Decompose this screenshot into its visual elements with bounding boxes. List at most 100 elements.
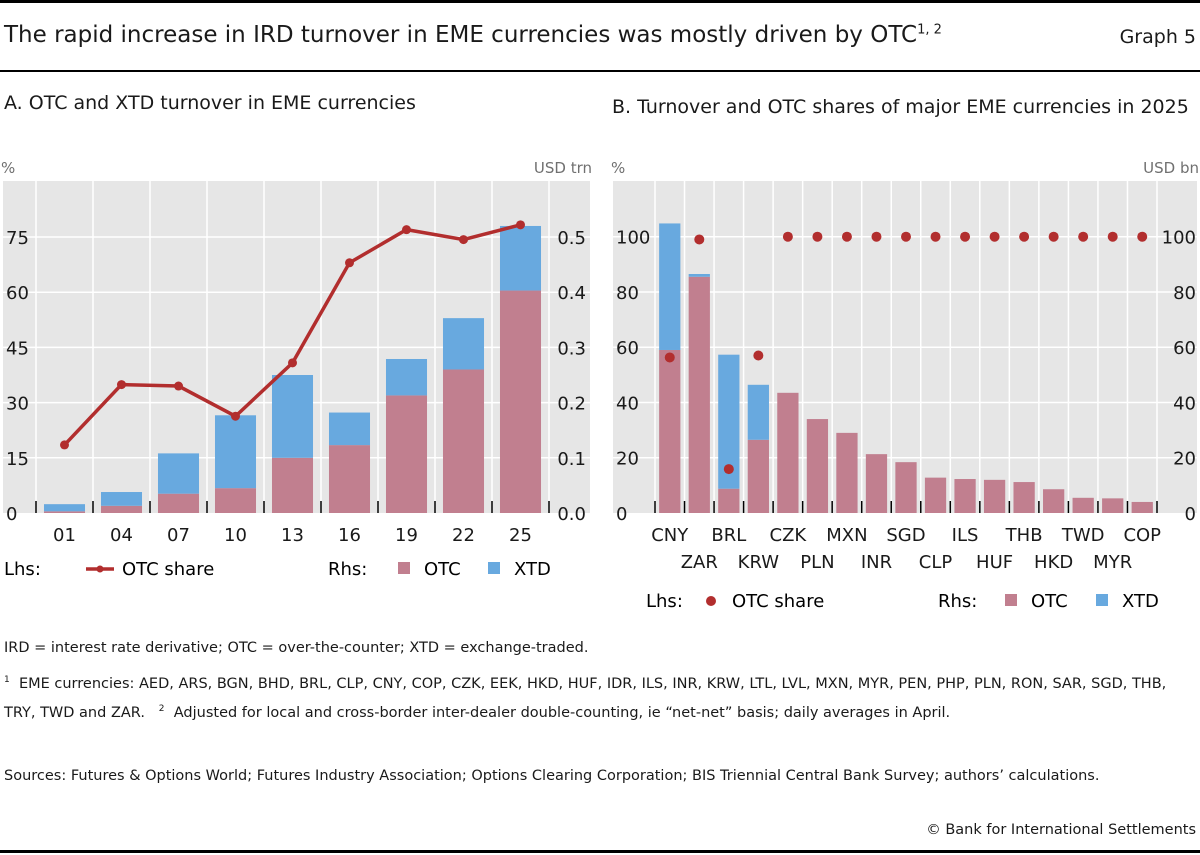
y-left-tick-label: 0 xyxy=(6,504,17,525)
bottom-rule xyxy=(0,850,1200,853)
otc-share-point-CLP xyxy=(930,231,941,242)
y-right-tick-label: 0.2 xyxy=(557,394,586,415)
otc-share-point-ILS xyxy=(960,231,971,242)
legend-otc-label: OTC xyxy=(1031,591,1068,612)
legend-lhs-label: Lhs: xyxy=(4,559,41,580)
y-right-tick-label: 20 xyxy=(1173,449,1196,470)
bar-otc-16 xyxy=(328,445,371,513)
footnote-2: Adjusted for local and cross-border inte… xyxy=(173,704,951,721)
bar-xtd-KRW xyxy=(747,384,769,440)
otc-share-point-TWD xyxy=(1078,231,1089,242)
x-tick-label: PLN xyxy=(800,552,834,573)
otc-share-point-CZK xyxy=(782,231,793,242)
footnote-1-mark: 1 xyxy=(4,675,10,685)
otc-share-point-MXN xyxy=(841,231,852,242)
panel-a-title: A. OTC and XTD turnover in EME currencie… xyxy=(4,92,416,114)
y-left-tick-label: 60 xyxy=(616,338,639,359)
y-left-tick-label: 60 xyxy=(6,283,29,304)
bar-otc-PLN xyxy=(806,419,829,513)
bar-otc-25 xyxy=(499,290,542,513)
y-right-tick-label: 0.4 xyxy=(557,283,586,304)
x-tick-label: THB xyxy=(1005,525,1043,546)
y-left-tick-label: 40 xyxy=(616,393,639,414)
sources-note: Sources: Futures & Options World; Future… xyxy=(4,768,1100,784)
otc-share-point-ZAR xyxy=(694,234,705,245)
bar-xtd-BRL xyxy=(718,354,740,489)
bar-otc-MYR xyxy=(1102,498,1124,513)
otc-share-point-HKD xyxy=(1048,231,1059,242)
legend-rhs-label: Rhs: xyxy=(328,559,367,580)
bar-otc-ZAR xyxy=(688,276,710,513)
bar-xtd-CNY xyxy=(659,223,681,350)
otc-share-point-MYR xyxy=(1107,231,1118,242)
title-rule xyxy=(0,70,1200,72)
bar-xtd-04 xyxy=(100,492,143,506)
y-right-tick-label: 100 xyxy=(1162,228,1196,249)
y-left-tick-label: 0 xyxy=(616,504,627,525)
bar-otc-07 xyxy=(157,493,200,513)
legend-xtd-swatch-icon xyxy=(1096,594,1108,606)
bar-otc-CNY xyxy=(659,349,681,513)
otc-share-point-CNY xyxy=(664,352,675,363)
footnotes: 1 EME currencies: AED, ARS, BGN, BHD, BR… xyxy=(4,668,1196,726)
bar-otc-KRW xyxy=(747,439,769,513)
x-tick-label: KRW xyxy=(738,552,780,573)
x-tick-label: 25 xyxy=(509,525,532,546)
x-tick-label: CLP xyxy=(919,552,953,573)
x-tick-label: 04 xyxy=(110,525,133,546)
bar-otc-HUF xyxy=(983,479,1006,513)
panel-a-chart: 0 0.0 15 0.1 30 0.2 45 0.3 60 0.4 75 0.5% USD trn 01 0… xyxy=(1,159,592,580)
otc-share-point-19 xyxy=(402,225,411,235)
top-rule xyxy=(0,0,1200,3)
otc-share-point-10 xyxy=(231,411,240,421)
bar-xtd-22 xyxy=(442,318,485,370)
legend-otc-share-marker-icon xyxy=(96,565,104,573)
x-tick-label: ILS xyxy=(952,525,979,546)
y-left-tick-label: 15 xyxy=(6,449,29,470)
footnote-2-mark: 2 xyxy=(158,703,165,714)
bar-otc-01 xyxy=(43,511,86,513)
otc-share-point-SGD xyxy=(901,231,911,242)
bar-otc-TWD xyxy=(1072,497,1094,513)
x-tick-label: 07 xyxy=(167,525,190,546)
bar-otc-COP xyxy=(1131,501,1153,513)
otc-share-point-INR xyxy=(871,231,882,242)
otc-share-point-COP xyxy=(1137,231,1148,242)
y-left-tick-label: 20 xyxy=(616,449,639,470)
panel-b-chart: 0 0 20 20 40 40 60 60 80 80 100 100% USD bn CNY ZAR BRL… xyxy=(611,159,1199,612)
otc-share-point-07 xyxy=(174,381,183,391)
legend-otc-share-label: OTC share xyxy=(122,559,214,580)
bar-xtd-13 xyxy=(271,375,314,458)
legend-lhs-label: Lhs: xyxy=(646,591,683,612)
y-left-axis-unit: % xyxy=(1,159,15,177)
bar-otc-CZK xyxy=(777,392,799,513)
otc-share-point-13 xyxy=(288,358,297,368)
bar-xtd-07 xyxy=(157,453,200,494)
x-tick-label: COP xyxy=(1123,525,1161,546)
copyright: © Bank for International Settlements xyxy=(926,822,1196,838)
bar-otc-SGD xyxy=(895,462,917,513)
otc-share-point-THB xyxy=(1019,231,1030,242)
y-left-tick-label: 75 xyxy=(6,228,29,249)
otc-share-point-BRL xyxy=(723,464,734,475)
y-right-tick-label: 0.5 xyxy=(557,228,586,249)
bar-otc-19 xyxy=(385,395,428,513)
x-tick-label: MYR xyxy=(1093,552,1132,573)
y-right-tick-label: 60 xyxy=(1173,338,1196,359)
x-tick-label: 16 xyxy=(338,525,361,546)
bar-otc-10 xyxy=(214,488,257,513)
otc-share-point-22 xyxy=(459,235,468,245)
x-tick-label: CNY xyxy=(651,525,689,546)
bar-xtd-ZAR xyxy=(688,274,710,277)
bar-otc-04 xyxy=(100,505,143,513)
y-right-tick-label: 80 xyxy=(1173,283,1196,304)
bar-otc-ILS xyxy=(954,479,976,513)
x-tick-label: 01 xyxy=(53,525,76,546)
legend-otc-swatch-icon xyxy=(1005,594,1017,606)
x-tick-label: INR xyxy=(861,552,892,573)
y-right-axis-unit: USD trn xyxy=(534,159,592,177)
x-tick-label: TWD xyxy=(1061,525,1105,546)
x-tick-label: ZAR xyxy=(681,552,718,573)
x-tick-label: 13 xyxy=(281,525,304,546)
bar-xtd-01 xyxy=(43,504,86,512)
